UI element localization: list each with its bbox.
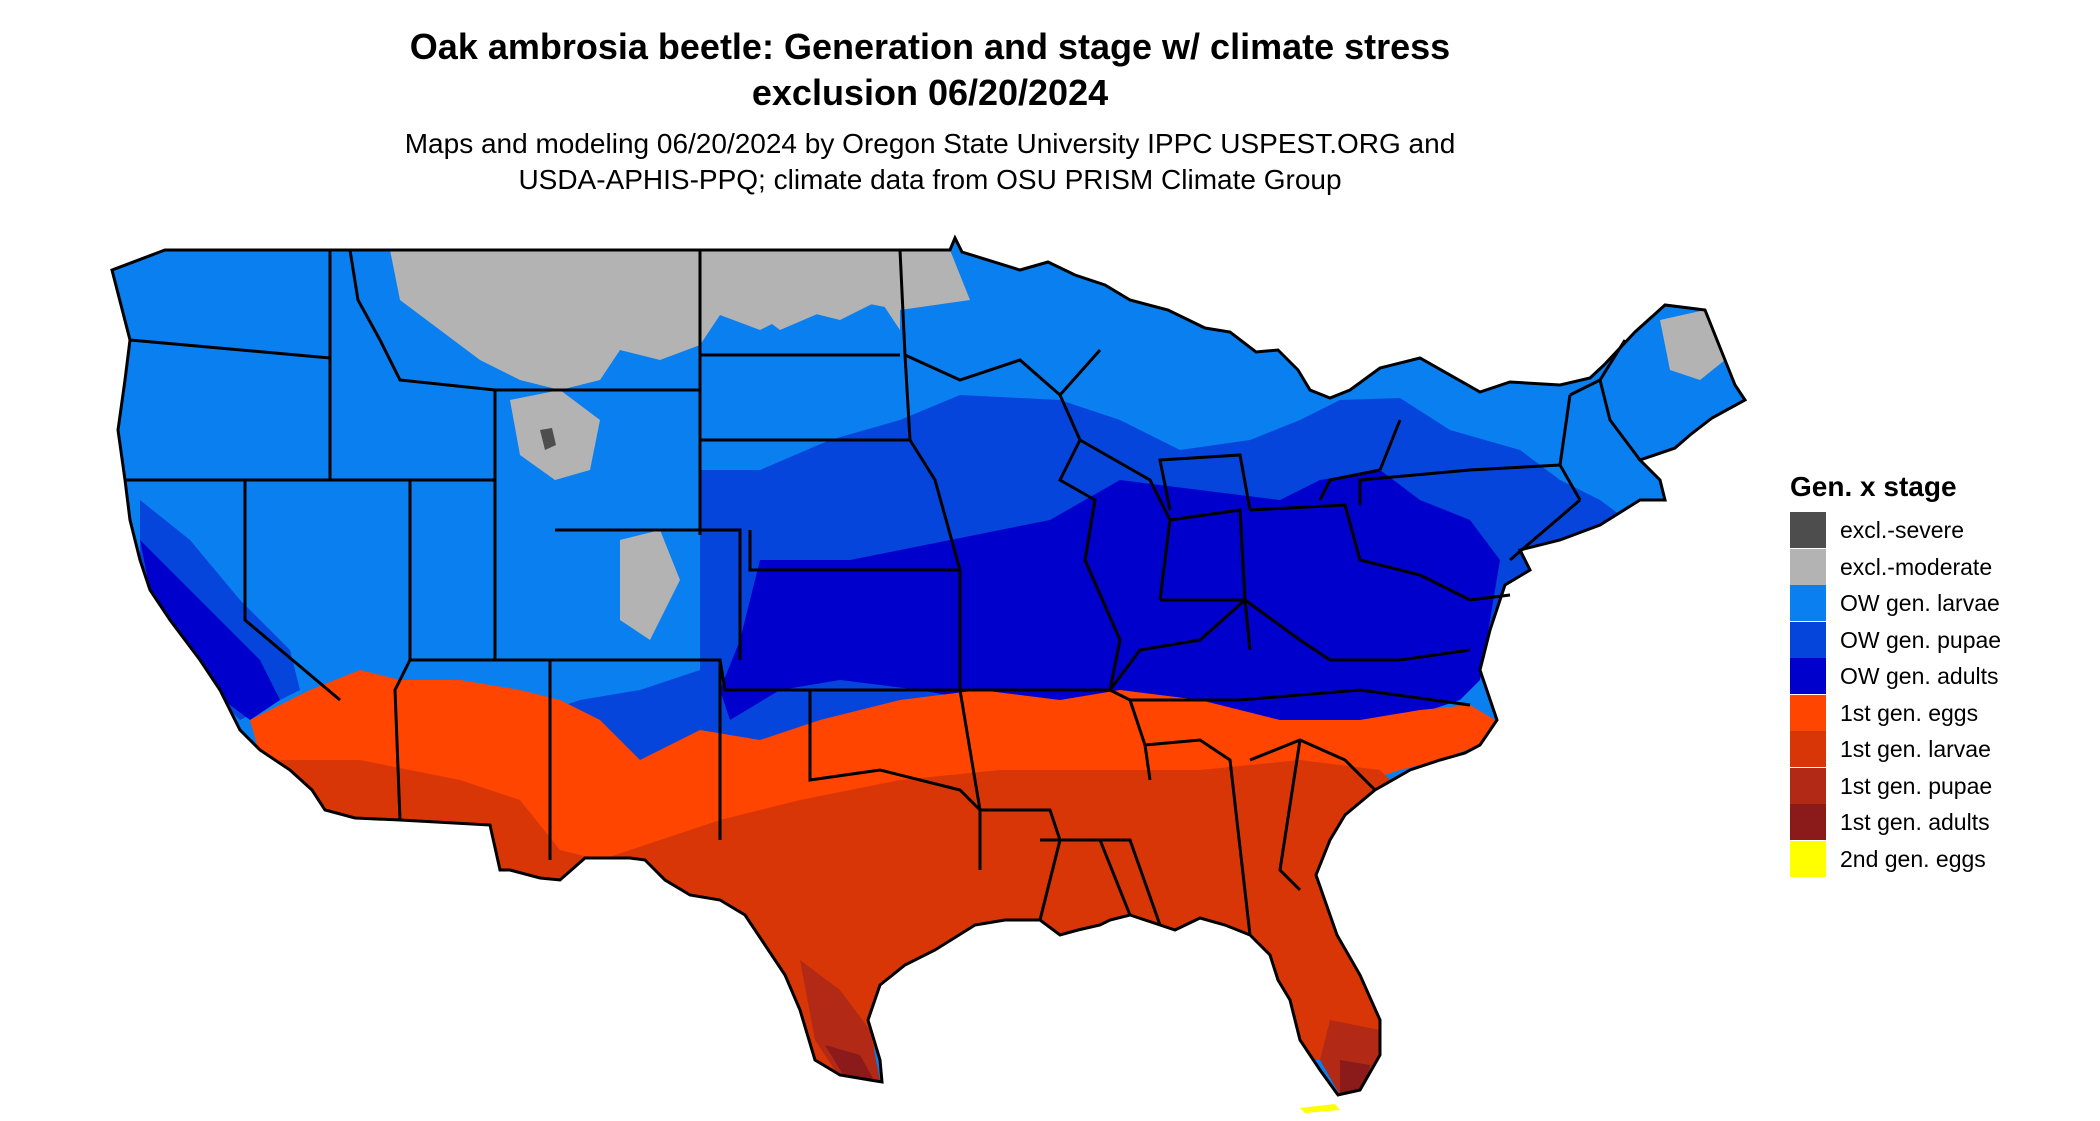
legend-swatch: [1790, 585, 1826, 622]
legend-item: OW gen. adults: [1790, 658, 2080, 695]
legend-label: OW gen. larvae: [1840, 590, 2000, 617]
legend-swatch: [1790, 694, 1826, 731]
legend-swatch: [1790, 548, 1826, 585]
region-1st-larvae: [280, 760, 1400, 1090]
legend-swatch: [1790, 731, 1826, 768]
legend-swatch: [1790, 840, 1826, 877]
legend-swatch: [1790, 658, 1826, 695]
state-boundaries: [110, 234, 1748, 1097]
legend-item: excl.-severe: [1790, 512, 2080, 549]
map-title-line-1: Oak ambrosia beetle: Generation and stag…: [409, 26, 1451, 67]
legend: Gen. x stage excl.-severe excl.-moderate O…: [1790, 470, 2080, 877]
legend-swatch: [1790, 621, 1826, 658]
region-1st-pupae: [800, 960, 880, 1080]
legend-label: excl.-severe: [1840, 517, 1964, 544]
legend-item: 1st gen. larvae: [1790, 731, 2080, 768]
region-excl-moderate-maine: [1660, 310, 1725, 380]
legend-label: 2nd gen. eggs: [1840, 845, 1986, 872]
legend-label: OW gen. adults: [1840, 663, 1999, 690]
map-title-line-2: exclusion 06/20/2024: [751, 72, 1109, 113]
legend-title: Gen. x stage: [1790, 471, 1957, 502]
legend-swatch: [1790, 804, 1826, 841]
legend-item: OW gen. larvae: [1790, 585, 2080, 622]
legend-label: excl.-moderate: [1840, 553, 1993, 580]
legend-item: 2nd gen. eggs: [1790, 840, 2080, 878]
legend-label: 1st gen. larvae: [1840, 736, 1991, 763]
map-subtitle-line-2: USDA-APHIS-PPQ; climate data from OSU PR…: [518, 164, 1342, 195]
legend-items: excl.-severe excl.-moderate OW gen. larvae…: [1790, 512, 2080, 877]
region-ow-adults: [720, 470, 1500, 730]
legend-label: 1st gen. eggs: [1840, 699, 1979, 726]
legend-label: OW gen. pupae: [1840, 626, 2002, 653]
legend-item: OW gen. pupae: [1790, 621, 2080, 659]
region-1st-adults: [825, 1045, 875, 1082]
legend-item: 1st gen. eggs: [1790, 694, 2080, 732]
region-2nd-eggs: [1300, 1104, 1340, 1113]
map-subtitle-line-1: Maps and modeling 06/20/2024 by Oregon S…: [404, 128, 1456, 159]
legend-swatch: [1790, 512, 1826, 549]
legend-item: excl.-moderate: [1790, 548, 2080, 586]
stage-regions: [112, 238, 1745, 1095]
legend-swatch: [1790, 767, 1826, 804]
legend-item: 1st gen. pupae: [1790, 767, 2080, 805]
legend-item: 1st gen. adults: [1790, 804, 2080, 841]
legend-label: 1st gen. adults: [1840, 809, 1990, 836]
region-excl-severe: [540, 428, 556, 450]
legend-label: 1st gen. pupae: [1840, 772, 1993, 799]
